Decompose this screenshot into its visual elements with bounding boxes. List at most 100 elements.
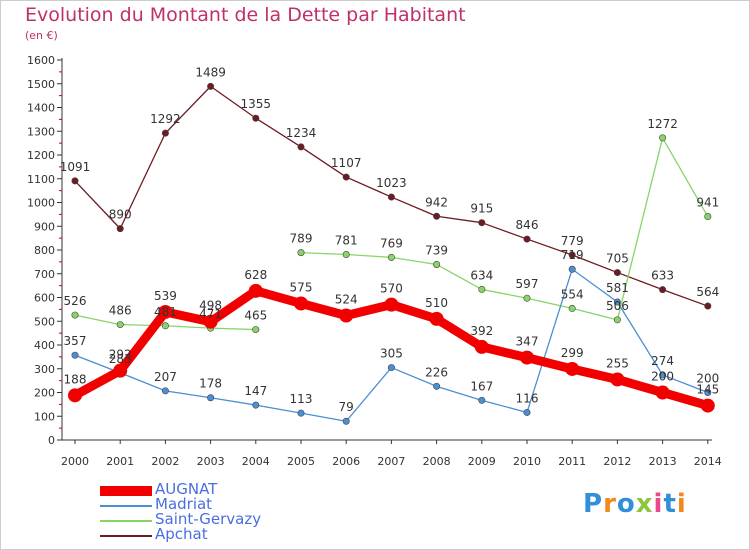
x-tick-label: 2006 (332, 455, 360, 468)
logo-letter: i (653, 489, 664, 519)
data-point-saint-gervazy (478, 285, 486, 293)
data-label-augnat: 498 (199, 299, 222, 313)
y-tick-label: 0 (48, 434, 55, 447)
data-point-madriat (704, 388, 712, 396)
y-tick-label: 500 (34, 315, 55, 328)
data-label-saint-gervazy: 781 (335, 234, 358, 248)
data-label-augnat: 292 (109, 348, 132, 362)
data-point-saint-gervazy (433, 260, 441, 268)
data-label-augnat: 145 (696, 383, 719, 397)
data-label-augnat: 628 (244, 268, 267, 282)
data-point-apchat (297, 143, 305, 151)
x-tick-label: 2008 (423, 455, 451, 468)
x-tick-label: 2010 (513, 455, 541, 468)
data-label-saint-gervazy: 471 (199, 307, 222, 321)
data-label-augnat: 575 (290, 280, 313, 294)
y-tick-label: 1600 (27, 54, 55, 67)
legend-label-saint-gervazy: Saint-Gervazy (155, 510, 262, 528)
data-point-madriat (161, 387, 169, 395)
data-label-apchat: 1091 (60, 160, 91, 174)
data-point-augnat (158, 304, 173, 319)
y-tick-label: 1300 (27, 125, 55, 138)
data-labels-layer: 1091 890 1292 1489 1355 1234 1107 1023 942 915 846… (60, 65, 720, 414)
data-point-augnat (294, 296, 308, 311)
data-label-augnat: 255 (606, 356, 629, 370)
data-point-apchat (659, 286, 667, 294)
data-point-apchat (433, 212, 441, 220)
x-tick-label: 2007 (377, 455, 405, 468)
data-label-saint-gervazy: 526 (64, 294, 87, 308)
x-tick-label: 2013 (649, 455, 677, 468)
data-point-saint-gervazy (116, 321, 124, 329)
data-label-apchat: 779 (561, 234, 584, 248)
data-label-augnat: 188 (64, 372, 87, 386)
data-point-saint-gervazy (387, 253, 395, 261)
data-point-augnat (610, 372, 625, 387)
x-tick-label: 2011 (558, 455, 586, 468)
data-point-madriat (207, 394, 215, 402)
y-tick-label: 800 (34, 244, 55, 257)
data-point-madriat (387, 364, 395, 372)
data-label-augnat: 524 (335, 293, 358, 307)
y-tick-label: 300 (34, 363, 55, 376)
data-label-madriat: 200 (696, 372, 719, 386)
data-point-augnat (474, 339, 489, 354)
y-tick-label: 400 (34, 339, 55, 352)
data-label-saint-gervazy: 739 (425, 243, 448, 257)
data-point-madriat (71, 351, 79, 359)
logo-letter: t (663, 489, 677, 519)
data-label-apchat: 1107 (331, 156, 362, 170)
logo-letter: P (583, 489, 604, 519)
data-label-saint-gervazy: 481 (154, 305, 177, 319)
data-point-augnat (655, 385, 670, 400)
data-point-augnat (68, 388, 82, 403)
data-point-augnat (520, 350, 534, 365)
legend-label-apchat: Apchat (155, 525, 208, 543)
proxiti-logo: Proxiti (583, 489, 687, 519)
data-point-apchat (387, 193, 395, 201)
data-label-madriat: 147 (244, 384, 267, 398)
data-point-augnat (429, 311, 444, 326)
y-tick-label: 100 (34, 410, 55, 423)
data-point-madriat (433, 382, 441, 390)
x-tick-label: 2000 (61, 455, 89, 468)
data-label-madriat: 167 (470, 379, 493, 393)
chart-subtitle: (en €) (25, 29, 58, 42)
x-tick-label: 2003 (197, 455, 225, 468)
data-label-augnat: 299 (561, 346, 584, 360)
data-point-augnat (113, 363, 128, 378)
legend-label-augnat: AUGNAT (155, 480, 218, 498)
y-tick-label: 600 (34, 292, 55, 305)
legend-label-madriat: Madriat (155, 495, 213, 513)
data-point-saint-gervazy (613, 316, 621, 324)
legend-swatch-augnat (100, 486, 152, 496)
data-label-madriat: 226 (425, 365, 448, 379)
line-chart: 0 100 200 300 400 500 600 700 800 900 1000 1100 1200… (27, 54, 722, 468)
data-point-saint-gervazy (342, 251, 350, 259)
data-label-saint-gervazy: 486 (109, 304, 132, 318)
data-label-saint-gervazy: 554 (561, 287, 584, 301)
logo-letter: x (635, 489, 654, 519)
logo-letter: r (603, 489, 617, 519)
data-label-madriat: 207 (154, 370, 177, 384)
data-label-saint-gervazy: 769 (380, 236, 403, 250)
data-label-apchat: 890 (109, 208, 132, 222)
y-tick-label: 700 (34, 268, 55, 281)
data-point-saint-gervazy (704, 213, 712, 221)
data-point-augnat (339, 308, 354, 323)
logo-letter: i (676, 489, 687, 519)
chart-axes: 0 100 200 300 400 500 600 700 800 900 1000 1100 1200… (27, 54, 722, 468)
data-label-augnat: 510 (425, 296, 448, 310)
x-tick-label: 2012 (603, 455, 631, 468)
data-point-saint-gervazy (523, 294, 531, 302)
data-label-augnat: 539 (154, 289, 177, 303)
x-tick-label: 2004 (242, 455, 270, 468)
data-label-apchat: 1292 (150, 112, 181, 126)
data-point-apchat (71, 177, 79, 185)
data-point-saint-gervazy (659, 134, 667, 142)
data-label-apchat: 915 (470, 202, 493, 216)
data-label-augnat: 392 (470, 324, 493, 338)
data-point-madriat (478, 396, 486, 404)
data-point-saint-gervazy (71, 311, 79, 319)
data-label-madriat: 79 (339, 400, 354, 414)
